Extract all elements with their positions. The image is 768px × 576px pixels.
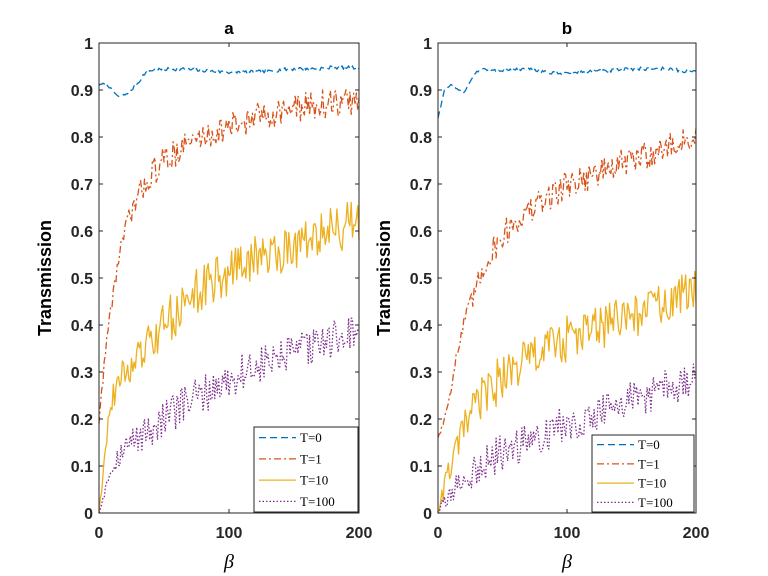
- y-tick-label: 0.7: [71, 177, 93, 194]
- y-tick-label: 0: [423, 506, 432, 523]
- x-axis-label: β: [561, 551, 572, 573]
- x-tick-label: 100: [554, 525, 581, 542]
- legend-label: T=1: [638, 456, 660, 471]
- series-line-t-10: [437, 270, 697, 514]
- y-axis-label: Transmission: [374, 220, 394, 336]
- y-tick-label: 0.3: [410, 365, 432, 382]
- legend-label: T=100: [638, 495, 673, 510]
- y-tick-label: 1: [84, 36, 93, 53]
- x-tick-label: 100: [216, 525, 243, 542]
- legend-box: [253, 426, 359, 513]
- x-tick-label: 200: [683, 525, 710, 542]
- legend-label: T=100: [300, 494, 335, 509]
- y-tick-label: 0.4: [410, 318, 432, 335]
- y-tick-label: 0.2: [71, 412, 93, 429]
- panel-title: b: [562, 19, 572, 38]
- y-tick-label: 1: [423, 36, 432, 53]
- y-tick-label: 0: [84, 506, 93, 523]
- y-tick-label: 0.4: [71, 318, 93, 335]
- series-line-t-100: [98, 317, 360, 514]
- panel-title: a: [224, 19, 234, 38]
- x-axis-label: β: [223, 551, 234, 573]
- y-tick-label: 0.1: [410, 459, 432, 476]
- y-tick-label: 0.7: [410, 177, 432, 194]
- legend: T=0 T=1 T=10 T=100: [591, 434, 695, 513]
- series-line-t-1: [437, 127, 697, 439]
- x-tick-label: 200: [346, 525, 373, 542]
- y-tick-label: 0.8: [71, 130, 93, 147]
- y-tick-label: 0.9: [410, 83, 432, 100]
- y-tick-label: 0.6: [410, 224, 432, 241]
- y-tick-label: 0.3: [71, 365, 93, 382]
- y-axis-label: Transmission: [35, 220, 55, 336]
- y-tick-label: 0.2: [410, 412, 432, 429]
- x-tick-label: 0: [95, 525, 104, 542]
- legend-label: T=0: [638, 437, 660, 452]
- y-tick-label: 0.9: [71, 83, 93, 100]
- series-line-t-0: [98, 64, 360, 98]
- series-line-t-10: [98, 201, 360, 514]
- legend-box: [591, 434, 695, 513]
- legend: T=0 T=1 T=10 T=100: [253, 426, 359, 513]
- series-line-t-1: [98, 89, 360, 424]
- legend-label: T=10: [638, 476, 666, 491]
- series-line-t-100: [438, 363, 697, 514]
- legend-label: T=1: [300, 451, 322, 466]
- legend-label: T=10: [300, 473, 328, 488]
- chart-panel-a: 0 0.1 0.2 0.3 0.4 0.5 0.6 0.7 0.8 0.9 1 0 100 200 a β Tr…: [35, 19, 372, 573]
- legend-label: T=0: [300, 430, 322, 445]
- y-tick-label: 0.5: [71, 271, 93, 288]
- chart-panel-b: 0 0.1 0.2 0.3 0.4 0.5 0.6 0.7 0.8 0.9 1 0 100 200 b β Tr…: [374, 19, 709, 573]
- x-tick-label: 0: [434, 525, 443, 542]
- y-tick-label: 0.1: [71, 459, 93, 476]
- series-line-t-0: [437, 66, 697, 119]
- y-tick-label: 0.6: [71, 224, 93, 241]
- y-tick-label: 0.8: [410, 130, 432, 147]
- y-tick-label: 0.5: [410, 271, 432, 288]
